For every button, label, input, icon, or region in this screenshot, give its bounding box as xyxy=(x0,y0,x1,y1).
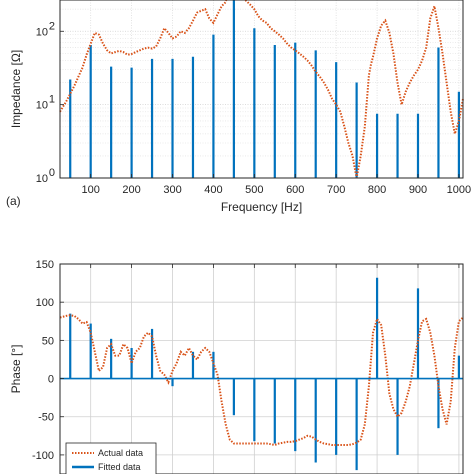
phase-y-tick-label: 100 xyxy=(36,297,54,309)
phase-y-tick-label: 150 xyxy=(36,259,54,271)
impedance-y-axis-label: Impedance [Ω] xyxy=(9,50,23,128)
impedance-x-tick-label: 600 xyxy=(286,184,304,196)
phase-plot-area xyxy=(60,264,463,474)
phase-y-tick-label: 50 xyxy=(42,335,54,347)
impedance-y-tick-exponent: 2 xyxy=(49,20,55,32)
impedance-y-tick-label: 10 xyxy=(36,100,48,112)
legend-fitted-label: Fitted data xyxy=(98,462,141,472)
phase-actual-line xyxy=(59,314,464,447)
impedance-x-axis-label: Frequency [Hz] xyxy=(221,200,302,214)
impedance-y-tick-label: 10 xyxy=(36,173,48,185)
impedance-x-tick-label: 300 xyxy=(163,184,181,196)
phase-y-tick-label: -50 xyxy=(38,412,54,424)
impedance-x-tick-label: 500 xyxy=(245,184,263,196)
impedance-y-tick-exponent: 0 xyxy=(49,167,55,179)
impedance-axes-frame xyxy=(59,0,464,179)
impedance-series xyxy=(59,0,464,179)
phase-y-tick-label: 0 xyxy=(48,374,54,386)
impedance-y-tick-label: 10 xyxy=(36,26,48,38)
impedance-plot-area xyxy=(60,0,463,178)
phase-y-axis-label: Phase [°] xyxy=(9,345,23,394)
impedance-x-tick-label: 1000 xyxy=(447,184,471,196)
impedance-x-tick-label: 800 xyxy=(368,184,386,196)
impedance-actual-line xyxy=(59,0,464,179)
phase-panel: 150 100 50 0 -50 -100 Phase [°] Actual data F… xyxy=(9,259,464,474)
impedance-x-tick-label: 700 xyxy=(327,184,345,196)
impedance-x-tick-label: 900 xyxy=(409,184,427,196)
legend-actual-label: Actual data xyxy=(98,448,143,458)
panel-label: (a) xyxy=(6,194,21,208)
impedance-x-tick-label: 100 xyxy=(82,184,100,196)
phase-ticks: 150 100 50 0 -50 -100 xyxy=(32,259,460,462)
impedance-y-tick-exponent: 1 xyxy=(49,94,55,106)
legend-box xyxy=(65,442,157,474)
phase-axes-frame xyxy=(59,263,464,474)
impedance-x-tick-label: 400 xyxy=(204,184,222,196)
phase-y-tick-label: -100 xyxy=(32,450,54,462)
phase-series xyxy=(59,277,464,471)
impedance-x-tick-label: 200 xyxy=(122,184,140,196)
legend: Actual data Fitted data xyxy=(65,442,157,474)
